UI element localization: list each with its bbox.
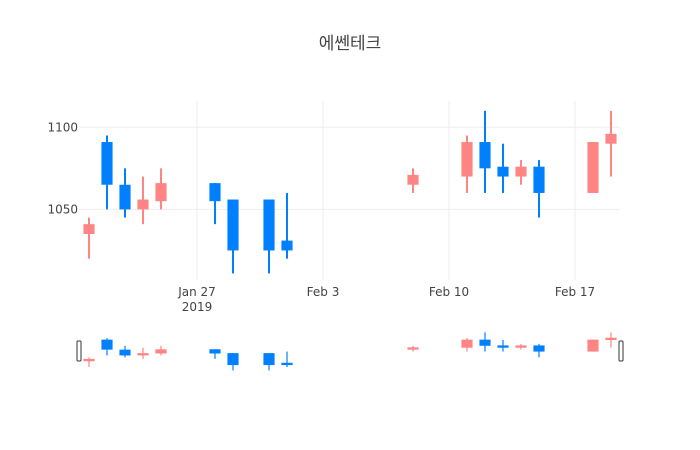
slider-candle-decreasing[interactable] — [479, 332, 491, 352]
slider-candle-increasing[interactable] — [137, 347, 149, 359]
candle-increasing[interactable] — [605, 110, 617, 177]
slider-candle-body — [209, 349, 221, 354]
slider-candle-body — [515, 345, 527, 348]
slider-candle-body — [587, 339, 599, 352]
slider-candle-decreasing[interactable] — [281, 351, 293, 367]
candle-increasing[interactable] — [83, 217, 95, 259]
candle-body — [587, 142, 599, 193]
slider-candle-body — [137, 353, 149, 356]
candle-body — [533, 166, 545, 193]
x-tick-sublabel: 2019 — [182, 300, 213, 314]
slider-candle-body — [101, 339, 113, 350]
y-tick-label: 1100 — [47, 120, 78, 134]
slider-candle-body — [227, 353, 239, 366]
candle-decreasing[interactable] — [263, 199, 275, 274]
slider-candle-decreasing[interactable] — [497, 340, 509, 352]
candle-decreasing[interactable] — [533, 160, 545, 218]
candle-increasing[interactable] — [587, 142, 599, 193]
candle-increasing[interactable] — [155, 168, 167, 210]
candle-decreasing[interactable] — [281, 192, 293, 259]
slider-candle-body — [155, 349, 167, 354]
slider-candle-increasing[interactable] — [155, 345, 167, 356]
slider-candle-body — [263, 353, 275, 366]
slider-candle-increasing[interactable] — [515, 343, 527, 350]
x-tick-label: Feb 17 — [555, 285, 595, 299]
candle-body — [407, 174, 419, 185]
slider-candle-increasing[interactable] — [83, 357, 95, 367]
slider-candle-body — [83, 358, 95, 362]
slider-candle-increasing[interactable] — [461, 338, 473, 352]
slider-candle-decreasing[interactable] — [263, 353, 275, 371]
x-tick-label: Feb 3 — [307, 285, 340, 299]
slider-candle-decreasing[interactable] — [209, 349, 221, 359]
candle-body — [263, 199, 275, 251]
candle-body — [155, 183, 167, 202]
candle-body — [227, 199, 239, 251]
slider-candle-decreasing[interactable] — [101, 338, 113, 356]
slider-candle-decreasing[interactable] — [227, 353, 239, 371]
candle-decreasing[interactable] — [101, 135, 113, 210]
candle-decreasing[interactable] — [227, 199, 239, 274]
slider-candle-body — [407, 347, 419, 350]
candle-body — [497, 166, 509, 177]
y-tick-label: 1050 — [47, 202, 78, 216]
candle-body — [101, 142, 113, 185]
range-slider-right-handle[interactable] — [618, 340, 624, 362]
slider-candle-body — [605, 337, 617, 341]
range-slider[interactable] — [76, 332, 624, 371]
candle-body — [209, 183, 221, 202]
slider-candle-body — [119, 349, 131, 356]
candle-increasing[interactable] — [137, 176, 149, 225]
gridlines — [80, 101, 620, 280]
candle-body — [281, 240, 293, 251]
candle-decreasing[interactable] — [209, 183, 221, 225]
slider-candle-body — [461, 339, 473, 348]
candle-decreasing[interactable] — [119, 168, 131, 218]
candle-decreasing[interactable] — [479, 110, 491, 193]
main-candles[interactable] — [83, 110, 617, 274]
x-tick-label: Jan 27 — [177, 285, 216, 299]
candle-body — [515, 166, 527, 177]
candle-increasing[interactable] — [515, 160, 527, 185]
slider-candle-increasing[interactable] — [407, 345, 419, 352]
range-slider-left-handle[interactable] — [76, 340, 82, 362]
x-tick-label: Feb 10 — [429, 285, 469, 299]
candle-body — [119, 184, 131, 210]
candle-body — [605, 133, 617, 144]
candle-increasing[interactable] — [461, 135, 473, 193]
candle-increasing[interactable] — [407, 168, 419, 193]
candle-body — [461, 142, 473, 177]
slider-candle-body — [497, 345, 509, 348]
slider-candle-decreasing[interactable] — [119, 345, 131, 358]
chart-title: 에쎈테크 — [319, 34, 382, 54]
slider-candle-body — [533, 345, 545, 352]
slider-candle-decreasing[interactable] — [533, 343, 545, 358]
candle-body — [83, 224, 95, 235]
slider-candle-body — [281, 362, 293, 366]
slider-candle-increasing[interactable] — [587, 339, 599, 352]
candle-body — [479, 142, 491, 169]
candle-body — [137, 199, 149, 210]
slider-candle-increasing[interactable] — [605, 332, 617, 348]
candle-decreasing[interactable] — [497, 143, 509, 193]
slider-candle-body — [479, 339, 491, 346]
